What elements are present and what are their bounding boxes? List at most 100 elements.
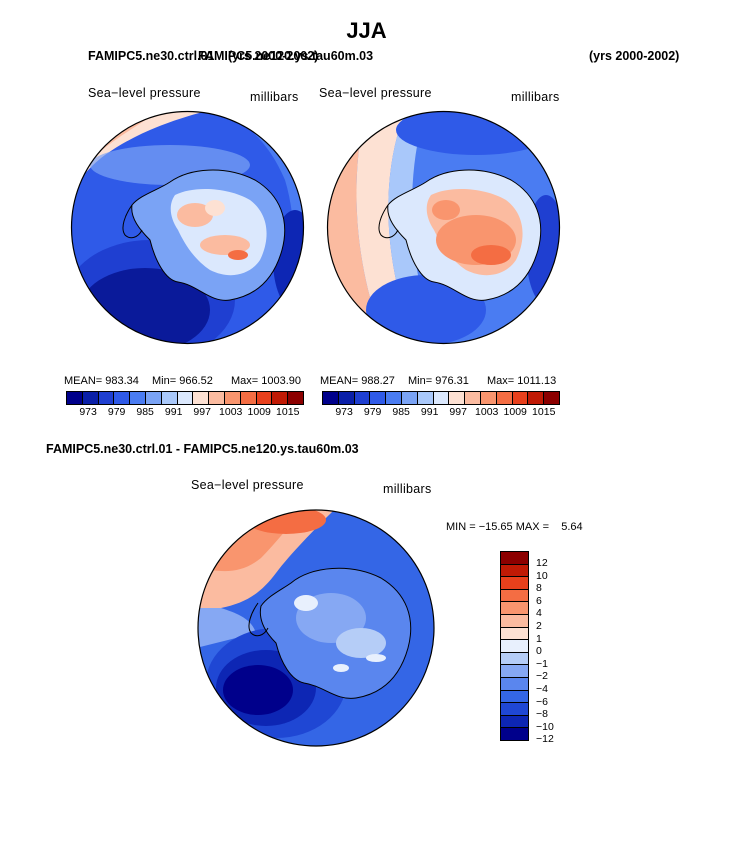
colorbar-tick-label: 979 [107,406,126,418]
panel3-variable: Sea−level pressure [191,478,304,492]
panel1-max: Max= 1003.90 [231,375,302,387]
colorbar-tick-label: 1015 [532,406,556,418]
colorbar-swatch [496,392,513,404]
colorbar-panel1 [66,391,304,405]
colorbar-swatch [417,392,434,404]
panel2-mean: MEAN= 988.27 [320,375,395,387]
colorbar-swatch [114,392,131,404]
colorbar-tick-label: 8 [536,582,542,595]
colorbar-tick-label: 985 [136,406,154,418]
colorbar-swatch [145,392,162,404]
colorbar-swatch [386,392,402,404]
colorbar-swatch [130,392,146,404]
difference-title: FAMIPC5.ne30.ctrl.01 - FAMIPC5.ne120.ys.… [46,442,359,456]
panel2-units: millibars [511,90,560,104]
colorbar-swatch [240,392,257,404]
panel2-min: Min= 976.31 [408,375,469,387]
colorbar-tick-label: −1 [536,657,548,670]
colorbar-swatch [465,392,481,404]
colorbar-swatch [161,392,178,404]
colorbar-difference-labels: 12 10 8 6 4 2 1 0 −1 −2 −4 −6 −8 −10 −12 [536,557,554,746]
panel3-units: millibars [383,482,432,496]
left-case-years: (yrs 2000-2002) [228,49,319,63]
colorbar-swatch [256,392,273,404]
panel1-min: Min= 966.52 [152,375,213,387]
panel3-minmax: MIN = −15.65 MAX = 5.64 [446,521,583,533]
colorbar-tick-label: −6 [536,695,548,708]
colorbar-swatch [528,392,545,404]
colorbar-swatch [501,677,528,691]
colorbar-swatch [323,392,339,404]
polar-map-ne120 [326,110,561,345]
colorbar-swatch [501,640,528,653]
colorbar-swatch [501,589,528,603]
colorbar-tick-label: 973 [335,406,353,418]
colorbar-swatch [338,392,355,404]
colorbar-swatch [501,614,528,628]
colorbar-swatch [67,392,83,404]
colorbar-swatch [209,392,225,404]
colorbar-swatch [433,392,450,404]
colorbar-tick-label: 997 [193,406,211,418]
colorbar-tick-label: 991 [420,406,439,418]
right-case-name: FAMIPC5.ne120.ys.tau60m.03 [198,49,374,63]
season-title: JJA [346,18,387,43]
colorbar-tick-label: 985 [392,406,410,418]
colorbar-tick-label: −4 [536,682,548,695]
colorbar-difference [500,551,529,741]
colorbar-tick-label: 973 [79,406,97,418]
panel1-units: millibars [250,90,299,104]
polar-map-difference [197,509,435,747]
colorbar-tick-label: 1015 [276,406,300,418]
colorbar-tick-label: 1009 [503,406,527,418]
colorbar-swatch [193,392,210,404]
colorbar-tick-label: 1003 [475,406,499,418]
colorbar-swatch [288,392,303,404]
colorbar-tick-label: 4 [536,607,542,620]
colorbar-swatch [401,392,418,404]
colorbar-tick-label: 2 [536,619,542,632]
colorbar-tick-label: 6 [536,594,542,607]
colorbar-tick-label: −8 [536,708,548,721]
left-case-name: FAMIPC5.ne30.ctrl.01 [88,49,215,63]
colorbar-tick-label: −12 [536,733,554,746]
right-case-years: (yrs 2000-2002) [589,49,680,63]
colorbar-swatch [512,392,529,404]
colorbar-swatch [501,652,528,666]
panel1-mean: MEAN= 983.34 [64,375,139,387]
colorbar-swatch [177,392,194,404]
colorbar-swatch [501,690,528,704]
colorbar-tick-label: −10 [536,720,554,733]
colorbar-swatch [501,627,528,641]
difference-minimum [223,665,293,715]
colorbar-swatch [272,392,289,404]
colorbar-swatch [501,665,528,678]
colorbar-tick-label: 991 [164,406,183,418]
colorbar-tick-label: 1 [536,632,542,645]
panel2-max: Max= 1011.13 [487,375,557,387]
colorbar-panel1-labels: 973 979 985 991 997 1003 1009 1015 [66,406,302,418]
colorbar-swatch [544,392,559,404]
colorbar-tick-label: 1003 [219,406,243,418]
panel2-variable: Sea−level pressure [319,86,432,100]
colorbar-tick-label: 12 [536,557,548,569]
colorbar-swatch [501,577,528,590]
colorbar-swatch [98,392,115,404]
colorbar-tick-label: 979 [363,406,382,418]
colorbar-tick-label: −2 [536,670,548,683]
colorbar-swatch [82,392,99,404]
colorbar-swatch [501,602,528,615]
colorbar-swatch [501,715,528,729]
colorbar-swatch [501,552,528,565]
colorbar-swatch [449,392,466,404]
colorbar-tick-label: 1009 [247,406,271,418]
panel1-variable: Sea−level pressure [88,86,201,100]
colorbar-swatch [501,564,528,578]
colorbar-tick-label: 0 [536,645,542,658]
colorbar-swatch [501,703,528,716]
colorbar-swatch [370,392,387,404]
colorbar-swatch [480,392,497,404]
colorbar-panel2 [322,391,560,405]
colorbar-tick-label: 997 [449,406,467,418]
colorbar-swatch [224,392,241,404]
